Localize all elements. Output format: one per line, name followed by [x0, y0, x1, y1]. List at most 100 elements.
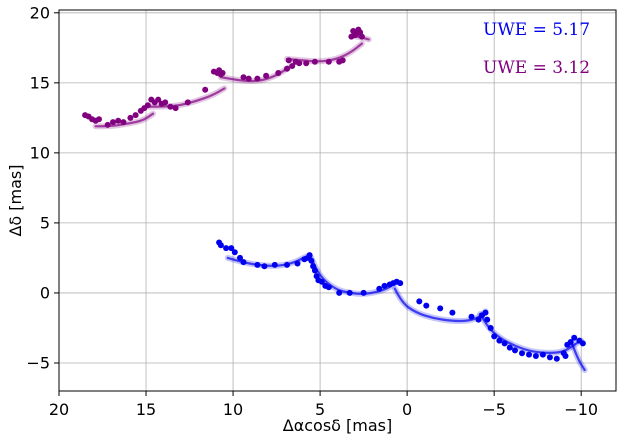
purple-data-point [115, 117, 122, 124]
blue-data-point [512, 347, 518, 354]
y-tick-label: −5 [26, 353, 50, 372]
x-tick-label: −10 [564, 400, 598, 419]
purple-data-point [289, 63, 296, 69]
blue-data-point [437, 305, 444, 312]
purple-data-point [132, 112, 139, 119]
blue-data-point [491, 333, 498, 340]
blue-data-point [284, 261, 290, 268]
uwe-blue-annotation: UWE = 5.17 [483, 20, 590, 40]
purple-data-point [110, 119, 116, 126]
purple-data-point [245, 75, 252, 82]
blue-data-point [416, 298, 423, 305]
purple-data-point [275, 70, 282, 76]
y-tick-label: 5 [40, 213, 50, 232]
blue-data-point [546, 354, 553, 361]
blue-data-point [336, 289, 343, 296]
blue-data-point [254, 261, 261, 268]
y-tick-label: 0 [40, 283, 50, 302]
purple-data-point [144, 102, 151, 109]
data-points [82, 26, 586, 362]
uwe-purple-annotation: UWE = 3.12 [483, 58, 590, 78]
y-tick-label: 10 [30, 143, 50, 162]
blue-data-point [571, 334, 578, 341]
blue-data-point [519, 350, 525, 357]
purple-data-point [254, 75, 261, 82]
blue-data-point [308, 257, 315, 264]
blue-data-point [501, 340, 508, 347]
blue-data-point [496, 337, 503, 344]
purple-data-point [284, 65, 290, 72]
blue-track [479, 312, 583, 354]
blue-data-point [261, 263, 268, 270]
blue-track [571, 343, 586, 372]
blue-data-point [306, 252, 313, 259]
purple-data-point [104, 121, 111, 128]
purple-data-point [358, 33, 365, 40]
blue-data-point [562, 353, 569, 359]
blue-data-point [325, 284, 332, 291]
x-axis-label: Δαcosδ [mas] [283, 416, 393, 435]
blue-data-point [579, 340, 586, 347]
blue-data-point [231, 249, 238, 256]
purple-data-point [285, 57, 292, 64]
purple-data-point [120, 119, 127, 126]
purple-data-point [263, 72, 270, 79]
blue-data-point [532, 353, 539, 359]
blue-data-point [223, 245, 230, 252]
x-tick-label: −5 [482, 400, 506, 419]
blue-data-point [482, 309, 489, 316]
purple-data-point [311, 58, 318, 65]
blue-data-point [553, 355, 560, 362]
blue-data-point [449, 309, 456, 316]
blue-data-point [381, 282, 388, 289]
purple-data-point [167, 103, 174, 110]
x-tick-label: 5 [315, 400, 325, 419]
plot-frame [58, 9, 617, 392]
blue-data-point [311, 267, 318, 274]
purple-data-point [339, 57, 346, 64]
blue-data-point [567, 339, 574, 345]
blue-data-point [318, 278, 325, 285]
blue-data-point [487, 325, 494, 331]
purple-data-point [296, 60, 303, 67]
purple-data-point [162, 99, 169, 106]
x-tick-label: 10 [223, 400, 243, 419]
purple-data-point [202, 86, 209, 93]
y-axis-label: Δδ [mas] [6, 164, 25, 236]
blue-data-point [468, 313, 475, 320]
ticks: 20 15 10 5 0 −5 −10 −5 0 5 10 15 20 [26, 3, 598, 419]
blue-data-point [360, 289, 367, 296]
purple-data-point [184, 99, 191, 106]
blue-data-point [475, 316, 482, 323]
blue-data-point [526, 351, 532, 358]
blue-data-point [506, 344, 513, 351]
x-tick-label: 15 [136, 400, 156, 419]
blue-data-point [539, 351, 546, 358]
blue-data-point [346, 289, 353, 296]
purple-data-point [240, 74, 247, 81]
purple-data-point [325, 58, 332, 65]
blue-data-point [484, 316, 491, 323]
blue-data-point [217, 242, 224, 249]
blue-data-point [376, 285, 383, 292]
blue-data-point [228, 245, 235, 252]
purple-data-point [172, 105, 179, 112]
y-tick-label: 15 [30, 73, 50, 92]
purple-data-point [96, 116, 102, 123]
purple-data-point [127, 114, 134, 121]
blue-data-point [397, 280, 404, 287]
blue-data-point [423, 302, 430, 309]
model-tracks [92, 33, 588, 373]
blue-data-point [271, 261, 278, 268]
y-tick-label: 20 [30, 3, 50, 22]
blue-track [393, 287, 487, 323]
x-tick-label: 20 [49, 400, 69, 419]
purple-data-point [155, 96, 162, 103]
purple-data-point [219, 70, 226, 76]
blue-data-point [237, 254, 243, 261]
blue-data-point [240, 259, 247, 266]
blue-data-point [294, 260, 301, 267]
purple-data-point [303, 60, 310, 67]
x-tick-label: 0 [402, 400, 412, 419]
